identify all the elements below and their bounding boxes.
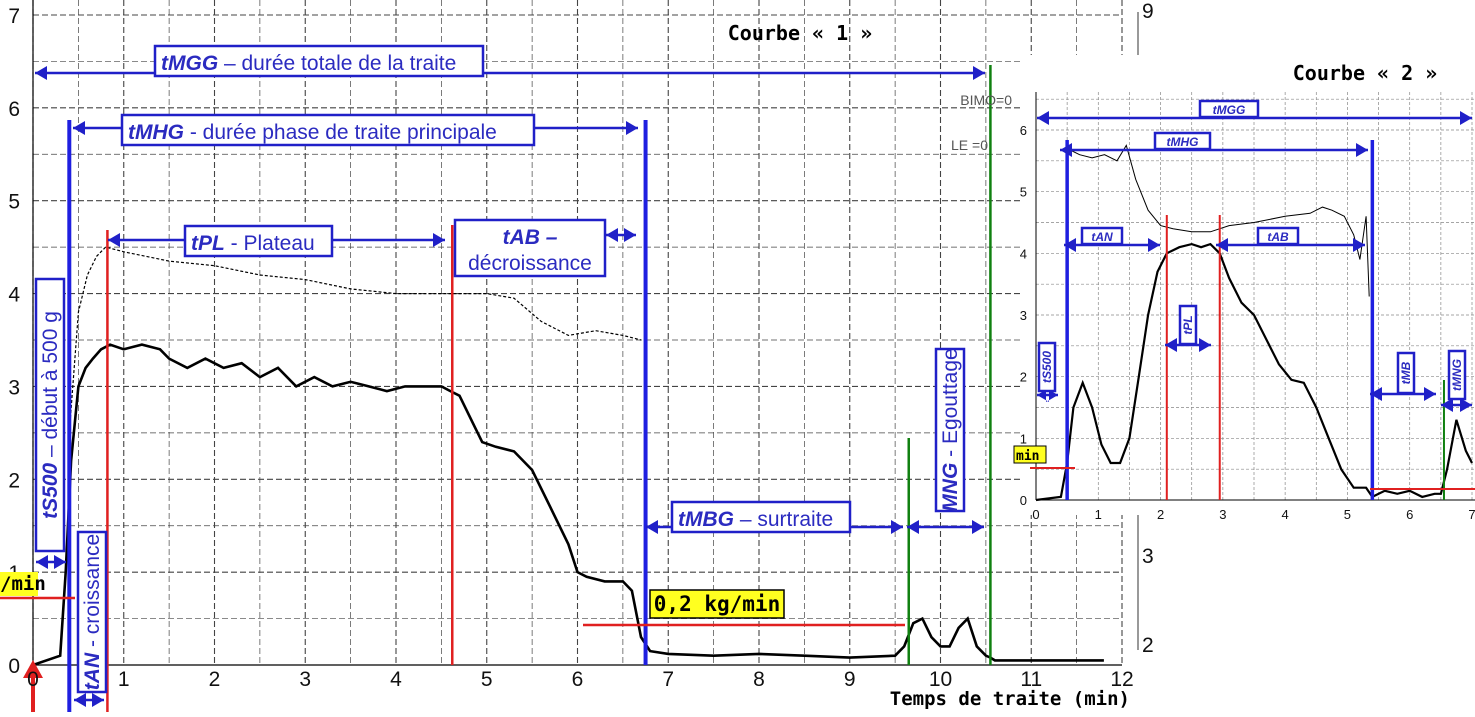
chart2-title: Courbe « 2 »: [1293, 61, 1438, 85]
inset-left-label: min: [1016, 449, 1039, 464]
x-tick-label: 0: [27, 668, 39, 691]
inset-x-tick-label: 6: [1406, 507, 1413, 522]
inset-y-tick-label: 6: [1020, 123, 1027, 138]
start-arrow: [23, 660, 43, 678]
inset-tab-label: tAB: [1267, 230, 1289, 244]
inset-tab-box: [1256, 226, 1300, 246]
inset-x-tick-label: 4: [1282, 507, 1289, 522]
threshold-label: 0,2 kg/min: [654, 592, 780, 616]
inset-x-tick-label: 7: [1468, 507, 1475, 522]
tmbg-box: [670, 500, 852, 534]
inset-x-tick-label: 5: [1344, 507, 1351, 522]
x-tick-label: 6: [572, 668, 584, 691]
inset-y-tick-label: 3: [1020, 308, 1027, 323]
x-tick-label: 8: [753, 668, 765, 691]
inset-tpl-box: [1178, 304, 1198, 346]
tan-arrow-heads: [74, 693, 104, 707]
y2-tick-label: 9: [1142, 0, 1154, 23]
y-tick-label: 7: [8, 5, 20, 28]
inset-x-tick-label: 1: [1095, 507, 1102, 522]
inset-y-tick-label: 4: [1020, 246, 1027, 261]
y-tick-label: 2: [8, 469, 20, 492]
chart1-title: Courbe « 1 »: [728, 21, 873, 45]
ts500-box: [34, 277, 66, 553]
inset-ts500-label: tS500: [1040, 351, 1054, 383]
inset-y-tick-label: 1: [1020, 431, 1027, 446]
mng-label: MNG - Egouttage: [939, 348, 962, 511]
inset-y-tick-label: 2: [1020, 370, 1027, 385]
ts500-label: tS500 – début à 500 g: [39, 311, 62, 519]
inset-tmb-box: [1396, 351, 1416, 395]
x-tick-label: 10: [929, 668, 952, 691]
y-tick-label: 5: [8, 191, 20, 214]
tab-code: tAB –: [503, 226, 558, 249]
inset-panel: [1020, 55, 1475, 515]
series-line-1: [33, 343, 1104, 665]
inset-tmgg-box: [1198, 99, 1260, 119]
threshold-label-box: [649, 589, 785, 619]
y-tick-label: 0: [8, 655, 20, 678]
tan-label: tAN - croissance: [81, 534, 104, 690]
x-tick-label: 3: [299, 668, 311, 691]
left-label-box: [0, 572, 38, 596]
tab-box: [453, 218, 607, 278]
y2-tick-label: 3: [1142, 545, 1154, 568]
x-tick-label: 9: [844, 668, 856, 691]
x-tick-label: 5: [481, 668, 493, 691]
tab-arrow-heads: [606, 228, 636, 242]
inset-series-line-2: [1066, 144, 1370, 297]
x-tick-label: 11: [1020, 668, 1042, 691]
y2-tick-label: 2: [1142, 634, 1154, 657]
y-tick-label: 4: [8, 284, 20, 307]
inset-y-tick-label: 5: [1020, 185, 1027, 200]
inset-series-line-1: [1035, 242, 1473, 502]
tmgg-box: [153, 44, 485, 78]
tmhg-box: [120, 113, 536, 147]
inset-tmng-box: [1447, 349, 1467, 401]
x-tick-label: 2: [209, 668, 221, 691]
inset-left-label-box: [1013, 445, 1047, 464]
inset-x-tick-label: 2: [1157, 507, 1164, 522]
inset-tan-box: [1080, 226, 1124, 246]
series-line-2: [68, 246, 642, 433]
inset-ts500-box: [1037, 341, 1057, 393]
x-tick-label: 1: [118, 668, 130, 691]
tmgg-label: tMGG – durée totale de la traite: [161, 52, 456, 75]
inset-tmb-label: tMB: [1399, 361, 1413, 384]
inset-tpl-arrow-heads: [1165, 338, 1211, 352]
side-text: LE =0: [951, 137, 988, 153]
mng-box: [934, 347, 966, 513]
inset-tan-label: tAN: [1091, 230, 1113, 244]
inset-ts500-arrow-heads: [1037, 388, 1058, 402]
left-label: /min: [0, 573, 46, 595]
x-axis-label: Temps de traite (min): [890, 688, 1130, 710]
inset-x-tick-label: 3: [1219, 507, 1226, 522]
x-tick-label: 4: [390, 668, 402, 691]
ts500-arrow-heads: [36, 555, 66, 569]
tpl-label: tPL - Plateau: [191, 232, 315, 255]
tan-box: [76, 530, 108, 694]
y-tick-label: 6: [8, 98, 20, 121]
inset-x-tick-label: 0: [1032, 507, 1039, 522]
tmhg-label: tMHG - durée phase de traite principale: [128, 121, 497, 144]
inset-y-tick-label: 0: [1020, 493, 1027, 508]
tpl-box: [183, 224, 334, 258]
inset-tmng-arrow-heads: [1441, 398, 1472, 412]
tmbg-label: tMBG – surtraite: [678, 508, 833, 531]
y-tick-label: 3: [8, 376, 20, 399]
inset-tmhg-label: tMHG: [1167, 135, 1199, 149]
inset-tpl-label: tPL: [1181, 315, 1195, 334]
x-tick-label: 7: [662, 668, 674, 691]
side-text: BIMO=0: [960, 92, 1012, 108]
inset-tmgg-label: tMGG: [1213, 103, 1246, 117]
inset-tmng-label: tMNG: [1450, 359, 1464, 391]
x-tick-label: 12: [1110, 668, 1133, 691]
inset-tmhg-box: [1153, 131, 1212, 151]
tab-text: décroissance: [468, 252, 592, 275]
